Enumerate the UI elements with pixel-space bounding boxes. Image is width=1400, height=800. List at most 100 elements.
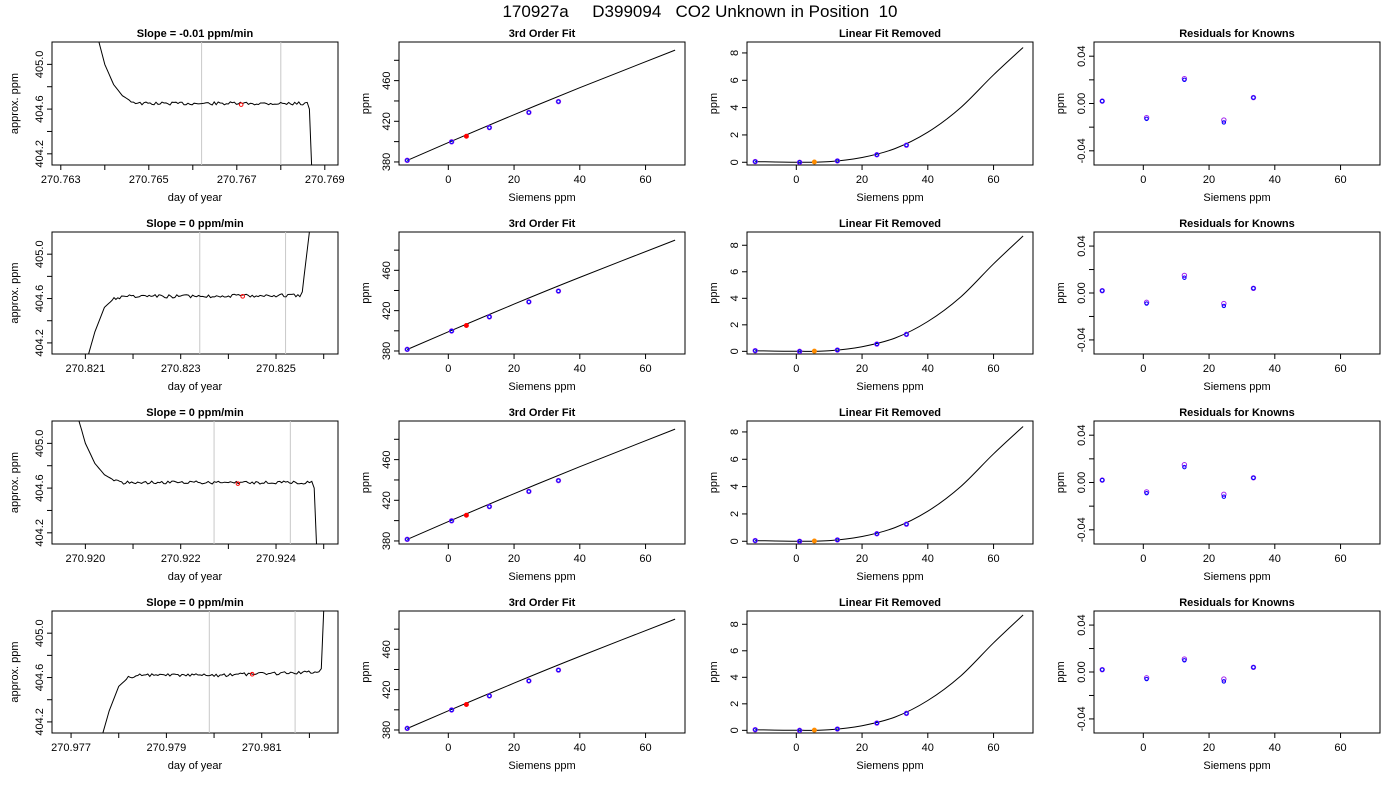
known-standard-point [874,341,879,347]
x-axis-label: Siemens ppm [508,192,575,204]
y-tick-label: 4 [729,674,741,680]
known-standard-point [797,539,802,544]
residual-point [1143,675,1150,681]
known-standard-point [874,720,880,726]
y-tick-label: 0 [729,348,741,354]
residual-point [1221,491,1227,498]
residual-point [1221,676,1227,682]
fit-curve-line [407,428,676,540]
x-axis-label: Siemens ppm [508,381,575,393]
known-standard-point [487,314,492,319]
known-standard-point [752,158,758,165]
known-standard-point [405,726,410,731]
panel-title: Residuals for Knowns [1179,28,1295,40]
plot-area [752,47,1024,165]
x-tick-label: 20 [856,363,868,375]
panel-r4c3: Linear Fit Removed 0 20 40 60 0 2 4 6 8 Siemens pp… [708,597,1034,772]
y-axis-label: ppm [708,282,720,303]
x-tick-label: 60 [987,174,999,186]
unknown-sample-point [811,538,817,544]
x-tick-label: 270.821 [65,363,105,375]
known-standard-point [903,331,910,338]
residual-point [1182,464,1187,470]
known-standard-point [904,332,909,337]
plot-area [98,42,313,165]
residual-point [1144,116,1149,122]
y-tick-label: 4 [729,295,741,301]
known-standard-point [874,152,880,158]
known-standard-point [448,328,455,334]
y-tick-label: 0 [729,538,741,544]
x-tick-label: 0 [445,742,451,754]
known-standard-point [556,478,561,483]
panel-r3c4: Residuals for Knowns 0 20 40 60 -0.04 0.00 0.04… [1055,407,1381,583]
known-standard-point [796,348,803,354]
y-tick-label: 405.0 [34,619,46,647]
plot-frame [51,231,339,355]
x-axis-label: Siemens ppm [856,192,923,204]
known-standard-point [448,518,455,524]
plot-frame [398,420,686,545]
y-tick-label: -0.04 [1076,138,1088,163]
residual-point [1144,676,1149,682]
x-axis-label: day of year [168,381,223,393]
y-tick-label: 404.6 [34,664,46,692]
fit-curve-line [407,239,676,350]
known-standard-point [753,727,758,732]
plot-area [752,614,1024,733]
x-tick-label: 60 [987,363,999,375]
y-tick-label: 0.04 [1076,424,1088,445]
residual-point [1251,665,1256,670]
x-tick-label: 270.979 [147,742,187,754]
x-tick-label: 20 [1203,553,1215,565]
known-standard-point [526,109,532,116]
residual-point [1144,301,1149,306]
y-tick-label: 6 [729,269,741,275]
co2-trace-line [98,42,313,165]
x-tick-label: 40 [922,363,934,375]
x-tick-label: 60 [1334,174,1346,186]
known-standard-point [487,125,492,130]
known-standard-point [752,726,758,733]
y-tick-label: 2 [729,132,741,138]
known-standard-point [449,707,454,713]
y-tick-label: 8 [729,429,741,435]
known-standard-point [904,143,909,148]
known-standard-point [526,488,532,495]
known-standard-point [448,139,455,145]
x-tick-label: 40 [574,363,586,375]
plot-area [1099,75,1257,125]
known-standard-point [834,537,841,543]
known-standard-point [797,728,802,733]
y-axis-label: ppm [360,661,372,682]
y-tick-label: -0.04 [1076,517,1088,542]
panel-title: 3rd Order Fit [509,597,576,609]
panel-r3c1: Slope = 0 ppm/min 270.920 270.922 270.924 40… [9,407,339,583]
x-tick-label: 20 [1203,363,1215,375]
y-tick-label: 404.6 [34,95,46,123]
x-tick-label: 20 [508,553,520,565]
known-standard-point [526,299,532,305]
y-tick-label: -0.04 [1076,706,1088,731]
known-standard-point [526,110,531,115]
y-axis-label: approx. ppm [9,452,21,513]
x-tick-label: 20 [856,742,868,754]
y-tick-label: 2 [729,322,741,328]
fit-curve-line [407,49,676,161]
unknown-sample-point [811,727,817,733]
known-standard-point [835,537,840,543]
x-tick-label: 40 [1269,553,1281,565]
residual-point [1100,288,1105,293]
known-standard-point [753,348,758,353]
panel-r4c1: Slope = 0 ppm/min 270.977 270.979 270.981 40… [9,597,339,772]
plot-area [102,611,325,733]
x-tick-label: 270.765 [129,174,169,186]
unknown-sample-point [463,701,469,707]
known-standard-point [405,347,410,352]
plot-frame [746,231,1034,355]
x-tick-label: 0 [445,174,451,186]
panel-title: Linear Fit Removed [839,28,941,40]
y-tick-label: 404.6 [34,474,46,502]
residual-point [1182,77,1187,83]
panel-title: Residuals for Knowns [1179,218,1295,230]
